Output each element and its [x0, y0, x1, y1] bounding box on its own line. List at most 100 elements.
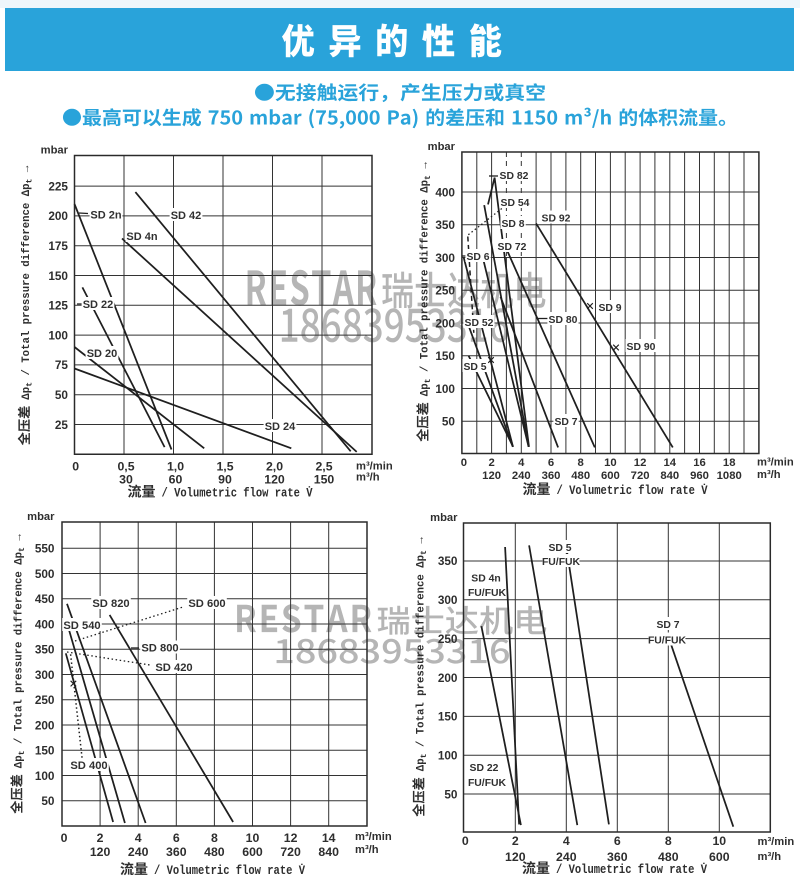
- svg-text:350: 350: [438, 554, 458, 568]
- svg-text:100: 100: [35, 769, 55, 783]
- svg-text:SD 80: SD 80: [549, 315, 578, 326]
- svg-text:SD 4n: SD 4n: [471, 574, 500, 585]
- svg-text:50: 50: [41, 794, 55, 808]
- svg-text:150: 150: [435, 349, 455, 363]
- svg-text:2,5: 2,5: [315, 460, 332, 474]
- svg-text:4: 4: [135, 831, 142, 845]
- svg-text:8: 8: [665, 834, 672, 848]
- svg-text:600: 600: [709, 850, 730, 864]
- svg-text:2,0: 2,0: [266, 460, 283, 474]
- svg-text:16: 16: [693, 457, 706, 469]
- svg-text:840: 840: [318, 845, 339, 859]
- svg-text:12: 12: [634, 457, 647, 469]
- svg-text:600: 600: [601, 470, 620, 482]
- svg-text:1080: 1080: [717, 470, 742, 482]
- svg-text:550: 550: [35, 542, 55, 556]
- svg-text:FU/FUK: FU/FUK: [468, 778, 507, 789]
- svg-text:150: 150: [438, 710, 458, 724]
- svg-text:SD 90: SD 90: [627, 342, 656, 353]
- svg-text:mbar: mbar: [41, 145, 69, 157]
- svg-text:SD 72: SD 72: [498, 242, 527, 253]
- svg-text:300: 300: [438, 593, 458, 607]
- svg-text:450: 450: [35, 592, 55, 606]
- svg-text:2: 2: [97, 831, 104, 845]
- svg-text:SD 800: SD 800: [141, 643, 178, 655]
- svg-text:SD 42: SD 42: [171, 210, 202, 222]
- svg-text:840: 840: [660, 470, 679, 482]
- svg-text:400: 400: [35, 617, 55, 631]
- svg-text:360: 360: [542, 470, 561, 482]
- svg-text:SD 7: SD 7: [554, 417, 577, 428]
- svg-text:14: 14: [322, 831, 336, 845]
- svg-text:SD 8: SD 8: [501, 219, 524, 230]
- svg-text:6: 6: [173, 831, 180, 845]
- svg-text:720: 720: [631, 470, 650, 482]
- svg-text:18: 18: [723, 457, 736, 469]
- svg-text:14: 14: [664, 457, 677, 469]
- svg-text:150: 150: [48, 269, 68, 283]
- svg-text:240: 240: [556, 850, 577, 864]
- svg-text:350: 350: [35, 643, 55, 657]
- svg-text:400: 400: [435, 185, 455, 199]
- svg-text:SD 9: SD 9: [598, 303, 621, 314]
- svg-text:6: 6: [614, 834, 621, 848]
- svg-text:50: 50: [442, 415, 456, 429]
- svg-text:0,5: 0,5: [117, 460, 134, 474]
- svg-text:120: 120: [482, 470, 501, 482]
- svg-text:/ Volumetric flow rate V̇: / Volumetric flow rate V̇: [154, 863, 305, 878]
- svg-text:250: 250: [35, 693, 55, 707]
- svg-text:300: 300: [435, 251, 455, 265]
- svg-text:SD 82: SD 82: [500, 171, 529, 182]
- svg-text:10: 10: [604, 457, 617, 469]
- svg-text:SD 22: SD 22: [83, 299, 114, 311]
- svg-text:m³/min: m³/min: [356, 461, 393, 473]
- svg-text:100: 100: [48, 328, 68, 342]
- svg-text:SD 20: SD 20: [87, 348, 118, 360]
- svg-text:30: 30: [119, 473, 133, 487]
- svg-text:200: 200: [435, 316, 455, 330]
- svg-text:10: 10: [246, 831, 260, 845]
- svg-text:0: 0: [61, 831, 68, 845]
- svg-text:mbar: mbar: [428, 141, 456, 153]
- svg-text:50: 50: [444, 787, 458, 801]
- svg-text:m³/h: m³/h: [355, 844, 379, 856]
- svg-text:200: 200: [35, 718, 55, 732]
- svg-text:480: 480: [204, 845, 225, 859]
- svg-text:0: 0: [72, 460, 79, 474]
- svg-text:120: 120: [90, 845, 111, 859]
- svg-text:SD 5: SD 5: [548, 543, 571, 554]
- svg-text:SD 2n: SD 2n: [90, 210, 121, 222]
- svg-text:8: 8: [578, 457, 584, 469]
- svg-text:360: 360: [166, 845, 187, 859]
- svg-text:12: 12: [284, 831, 298, 845]
- svg-text:350: 350: [435, 218, 455, 232]
- svg-text:75: 75: [55, 358, 69, 372]
- svg-text:150: 150: [35, 744, 55, 758]
- svg-text:m³/h: m³/h: [757, 469, 781, 481]
- svg-text:200: 200: [438, 671, 458, 685]
- svg-text:SD 22: SD 22: [470, 763, 499, 774]
- svg-text:0: 0: [462, 834, 469, 848]
- svg-text:FU/FUK: FU/FUK: [648, 636, 687, 647]
- svg-text:240: 240: [128, 845, 149, 859]
- svg-text:250: 250: [438, 632, 458, 646]
- svg-text:200: 200: [48, 209, 68, 223]
- svg-text:FU/FUK: FU/FUK: [542, 557, 581, 568]
- svg-text:600: 600: [242, 845, 263, 859]
- svg-text:SD 54: SD 54: [501, 198, 530, 209]
- svg-text:960: 960: [690, 470, 709, 482]
- svg-text:4: 4: [563, 834, 570, 848]
- svg-text:1,5: 1,5: [216, 460, 233, 474]
- svg-text:480: 480: [571, 470, 590, 482]
- svg-text:SD 24: SD 24: [265, 421, 296, 433]
- svg-text:2: 2: [512, 834, 519, 848]
- svg-text:/ Volumetric flow rate V̇: / Volumetric flow rate V̇: [556, 862, 707, 877]
- svg-text:mbar: mbar: [27, 511, 55, 523]
- svg-text:Δpt / Total pressure differenc: Δpt / Total pressure difference Δpt →: [14, 534, 28, 768]
- svg-text:/ Volumetric flow rate V̇: / Volumetric flow rate V̇: [162, 485, 313, 500]
- svg-text:SD 400: SD 400: [70, 760, 107, 772]
- svg-text:SD 6: SD 6: [466, 252, 489, 263]
- svg-text:FU/FUK: FU/FUK: [468, 588, 507, 599]
- svg-text:m³/min: m³/min: [355, 831, 392, 843]
- svg-text:500: 500: [35, 567, 55, 581]
